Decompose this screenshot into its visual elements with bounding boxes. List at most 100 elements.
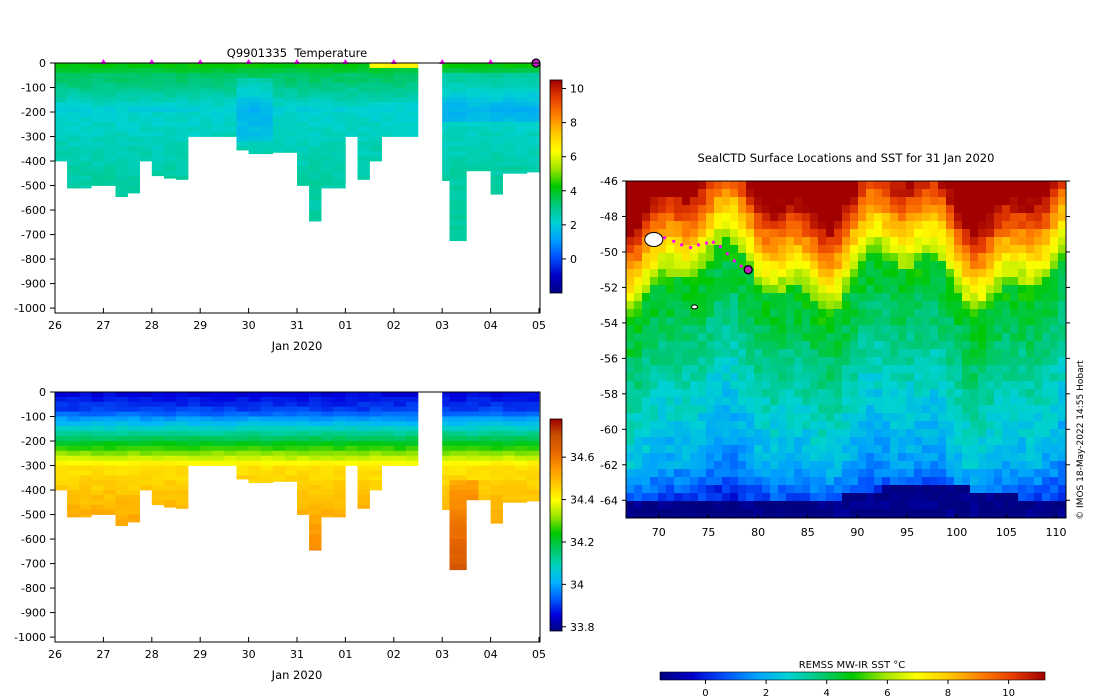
sst-cell bbox=[874, 509, 883, 518]
sst-cell bbox=[794, 341, 803, 350]
sst-cell bbox=[946, 229, 955, 238]
sst-cell bbox=[690, 509, 699, 518]
profile-cell bbox=[103, 170, 116, 177]
sst-cell bbox=[882, 405, 891, 414]
sst-cell bbox=[666, 237, 675, 246]
sst-cell bbox=[738, 485, 747, 494]
sst-cell bbox=[738, 373, 747, 382]
profile-cell bbox=[490, 136, 503, 142]
sst-cell bbox=[842, 509, 851, 518]
sst-cell bbox=[930, 317, 939, 326]
sst-cell bbox=[962, 245, 971, 254]
sst-cell bbox=[1026, 253, 1035, 262]
sst-cell bbox=[858, 389, 867, 398]
sst-cell bbox=[930, 285, 939, 294]
sst-cell bbox=[890, 325, 899, 334]
sst-cell bbox=[946, 509, 955, 518]
sst-row bbox=[626, 437, 1067, 446]
sst-cell bbox=[898, 309, 907, 318]
profile-column bbox=[381, 392, 395, 466]
profile-cell bbox=[67, 392, 80, 398]
profile-cell bbox=[127, 63, 140, 69]
sst-cell bbox=[954, 293, 963, 302]
sst-cell bbox=[938, 277, 947, 286]
profile-cell bbox=[381, 92, 395, 98]
sst-cell bbox=[986, 317, 995, 326]
sst-cell bbox=[754, 413, 763, 422]
y-tick-label: -700 bbox=[21, 229, 46, 242]
sst-cell bbox=[754, 205, 763, 214]
sst-cell bbox=[786, 485, 795, 494]
profile-cell bbox=[55, 136, 68, 142]
profile-cell bbox=[514, 170, 528, 174]
sst-cell bbox=[866, 205, 875, 214]
profile-cell bbox=[297, 441, 310, 447]
sst-cell bbox=[706, 309, 715, 318]
profile-cell bbox=[163, 121, 177, 128]
sst-cell bbox=[642, 325, 651, 334]
profile-cell bbox=[272, 77, 286, 83]
sst-cell bbox=[1026, 221, 1035, 230]
profile-cell bbox=[405, 92, 419, 98]
profile-cell bbox=[236, 465, 249, 471]
sst-cell bbox=[778, 293, 787, 302]
sst-cell bbox=[930, 493, 939, 502]
sst-colorbar-tick-label: 10 bbox=[1002, 688, 1015, 699]
sst-cell bbox=[826, 285, 835, 294]
profile-cell bbox=[127, 146, 140, 152]
sst-cell bbox=[754, 429, 763, 438]
sst-cell bbox=[634, 421, 643, 430]
profile-cell bbox=[115, 116, 128, 123]
sst-cell bbox=[714, 309, 723, 318]
sst-cell bbox=[698, 437, 707, 446]
salinity-axes: 26 27 28 29 30 31 01 02 03 04 050-100-200-300-400-… bbox=[14, 386, 546, 661]
sst-cell bbox=[922, 317, 931, 326]
sst-cell bbox=[826, 509, 835, 518]
sst-cell bbox=[986, 357, 995, 366]
sst-cell bbox=[674, 333, 683, 342]
profile-cell bbox=[151, 406, 165, 412]
profile-cell bbox=[309, 460, 322, 466]
profile-cell bbox=[442, 401, 450, 408]
profile-cell bbox=[526, 141, 540, 147]
profile-cell bbox=[357, 82, 370, 88]
profile-cell bbox=[176, 499, 189, 506]
sst-cell bbox=[810, 189, 819, 198]
profile-cell bbox=[151, 151, 165, 157]
profile-cell bbox=[449, 553, 467, 560]
sst-cell bbox=[1026, 349, 1035, 358]
profile-cell bbox=[236, 87, 249, 93]
sst-cell bbox=[666, 477, 675, 486]
sst-cell bbox=[626, 205, 635, 214]
profile-cell bbox=[369, 92, 382, 98]
sst-cell bbox=[842, 373, 851, 382]
sst-cell bbox=[842, 245, 851, 254]
profile-cell bbox=[478, 107, 491, 113]
sst-cell bbox=[930, 213, 939, 222]
profile-cell bbox=[369, 436, 382, 442]
profile-cell bbox=[466, 475, 479, 481]
sst-cell bbox=[898, 421, 907, 430]
sst-cell bbox=[1026, 269, 1035, 278]
sst-cell bbox=[962, 221, 971, 230]
sst-cell bbox=[882, 245, 891, 254]
sst-cell bbox=[626, 181, 635, 190]
sst-cell bbox=[730, 437, 739, 446]
profile-cell bbox=[236, 77, 249, 83]
sst-cell bbox=[682, 437, 691, 446]
sst-cell bbox=[850, 269, 859, 278]
sst-cell bbox=[818, 373, 827, 382]
sst-cell bbox=[850, 317, 859, 326]
profile-cell bbox=[449, 548, 467, 555]
sst-cell bbox=[890, 429, 899, 438]
sst-cell bbox=[890, 445, 899, 454]
sst-cell bbox=[898, 237, 907, 246]
sst-cell bbox=[1058, 317, 1067, 326]
sst-cell bbox=[954, 405, 963, 414]
sst-cell bbox=[698, 341, 707, 350]
profile-cell bbox=[139, 470, 153, 476]
sst-cell bbox=[954, 437, 963, 446]
sst-cell bbox=[626, 317, 635, 326]
sst-cell bbox=[642, 261, 651, 270]
sst-cell bbox=[650, 277, 659, 286]
